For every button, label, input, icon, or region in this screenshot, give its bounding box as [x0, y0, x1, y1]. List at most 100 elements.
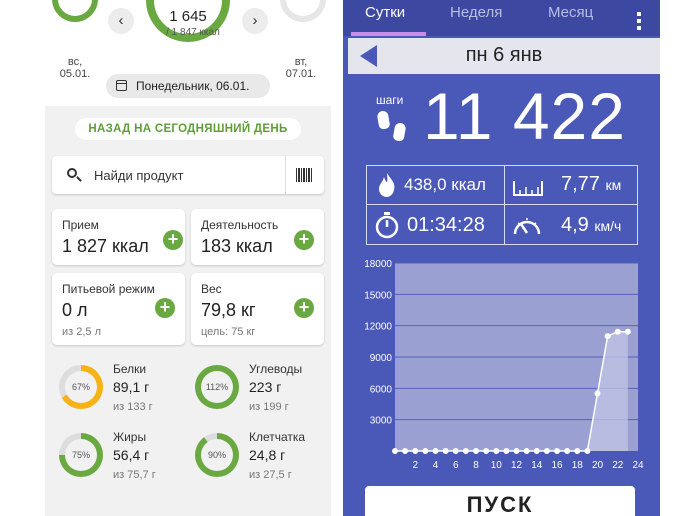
add-weight-button[interactable]: +: [294, 298, 314, 318]
x-tick-label: 4: [433, 460, 439, 470]
carbs-label: Углеводы: [249, 362, 303, 376]
chart-point: [452, 448, 459, 454]
add-water-button[interactable]: +: [155, 298, 175, 318]
chart-point: [604, 333, 611, 340]
card-value: 183 ккал: [201, 236, 273, 256]
distance-value: 7,77 км: [561, 173, 621, 196]
prev-day-label[interactable]: вс, 05.01.: [48, 56, 102, 80]
add-intake-button[interactable]: +: [163, 230, 183, 250]
chart-point: [422, 448, 429, 454]
date-selector[interactable]: Понедельник, 06.01.: [106, 74, 270, 98]
flame-icon: [379, 173, 395, 197]
x-tick-label: 20: [592, 460, 604, 470]
card-title: Прием: [62, 218, 99, 232]
y-tick-label: 18000: [364, 259, 392, 270]
chart-point: [624, 328, 631, 335]
next-day-button[interactable]: ›: [242, 8, 268, 34]
x-tick-label: 22: [612, 460, 624, 470]
fiber-ring: 90%: [195, 433, 239, 477]
chart-point: [442, 448, 449, 454]
activity-card[interactable]: Деятельность 183 ккал +: [191, 209, 324, 265]
chart-point: [503, 448, 510, 454]
search-input[interactable]: Найди продукт: [94, 168, 184, 183]
day-header: пн 6 янв: [348, 38, 660, 74]
y-tick-label: 12000: [364, 322, 392, 333]
x-tick-label: 16: [551, 460, 563, 470]
intake-card[interactable]: Прием 1 827 ккал +: [52, 209, 185, 265]
fiber-value: 24,8 г: [249, 447, 286, 463]
distance-number: 7,77: [561, 173, 600, 195]
chart-point: [523, 448, 530, 454]
chart-point: [614, 328, 621, 335]
chart-point: [392, 448, 398, 454]
back-to-today-button[interactable]: НАЗАД НА СЕГОДНЯШНИЙ ДЕНЬ: [75, 118, 301, 140]
tab-week[interactable]: Неделя: [450, 4, 503, 21]
today-goal: / 1 847 ккал: [166, 27, 220, 38]
grid-line: [504, 166, 505, 244]
tab-day[interactable]: Сутки: [365, 4, 406, 21]
chart-point: [483, 448, 490, 454]
next-day-ring[interactable]: [280, 0, 326, 22]
today-kcal: 1 645: [169, 8, 207, 25]
x-tick-label: 24: [632, 460, 644, 470]
card-subtitle: цель: 75 кг: [201, 326, 256, 338]
water-card[interactable]: Питьевой режим 0 л из 2,5 л +: [52, 273, 185, 345]
chart-point: [543, 448, 550, 454]
pedometer-panel: Сутки Неделя Месяц пн 6 янв шаги 11 422 …: [343, 0, 660, 516]
period-tabs: Сутки Неделя Месяц: [343, 0, 660, 36]
date-label: Понедельник, 06.01.: [136, 79, 250, 93]
card-title: Питьевой режим: [62, 282, 155, 296]
food-search[interactable]: Найди продукт: [52, 156, 324, 194]
fat-pct: 75%: [65, 439, 97, 471]
carbs-goal: из 199 г: [249, 401, 289, 413]
protein-label: Белки: [113, 362, 147, 376]
fat-label: Жиры: [113, 430, 147, 444]
prev-day-button[interactable]: ‹: [108, 8, 134, 34]
chart-point: [402, 448, 409, 454]
carbs-ring: 112%: [195, 365, 239, 409]
chart-point: [412, 448, 419, 454]
stopwatch-icon: [375, 212, 399, 239]
overflow-menu-icon[interactable]: [637, 12, 641, 33]
carbs-value: 223 г: [249, 379, 282, 395]
prev-day-weekday: вс,: [67, 56, 83, 68]
y-tick-label: 6000: [370, 384, 393, 395]
fiber-pct: 90%: [201, 439, 233, 471]
card-subtitle: из 2,5 л: [62, 326, 102, 338]
chart-area: [395, 331, 628, 451]
diary-panel: вс, 05.01. ‹ 1 645 / 1 847 ккал › вт, 07…: [0, 0, 343, 516]
day-title: пн 6 янв: [465, 44, 543, 66]
prev-day-ring[interactable]: [52, 0, 98, 22]
barcode-icon[interactable]: [296, 168, 313, 182]
back-arrow-icon[interactable]: [360, 45, 377, 67]
chart-point: [554, 448, 560, 454]
start-button[interactable]: ПУСК: [365, 486, 635, 516]
carbs-pct: 112%: [201, 371, 233, 403]
weight-card[interactable]: Вес 79,8 кг цель: 75 кг +: [191, 273, 324, 345]
x-tick-label: 12: [511, 460, 523, 470]
speed-number: 4,9: [561, 214, 589, 236]
fiber-label: Клетчатка: [249, 430, 306, 444]
distance-unit: км: [605, 177, 622, 193]
stats-grid: 438,0 ккал 7,77 км 01:34:28 4,9 км/ч: [366, 165, 638, 245]
fat-ring: 75%: [59, 433, 103, 477]
tab-month[interactable]: Месяц: [548, 4, 594, 21]
y-tick-label: 9000: [370, 353, 393, 364]
search-divider: [285, 156, 286, 194]
protein-pct: 67%: [65, 371, 97, 403]
x-tick-label: 2: [412, 460, 418, 470]
duration-value: 01:34:28: [407, 214, 485, 236]
protein-value: 89,1 г: [113, 379, 150, 395]
fat-goal: из 75,7 г: [113, 469, 156, 481]
steps-label: шаги: [376, 93, 404, 107]
card-value: 79,8 кг: [201, 300, 256, 320]
next-day-label[interactable]: вт, 07.01.: [274, 56, 328, 80]
chart-point: [584, 448, 591, 454]
card-value: 1 827 ккал: [62, 236, 149, 256]
next-day-date: 07.01.: [285, 68, 317, 80]
search-icon: [67, 168, 77, 178]
x-tick-label: 14: [531, 460, 543, 470]
add-activity-button[interactable]: +: [294, 230, 314, 250]
next-day-weekday: вт,: [294, 56, 308, 68]
calories-value: 438,0 ккал: [404, 175, 486, 194]
